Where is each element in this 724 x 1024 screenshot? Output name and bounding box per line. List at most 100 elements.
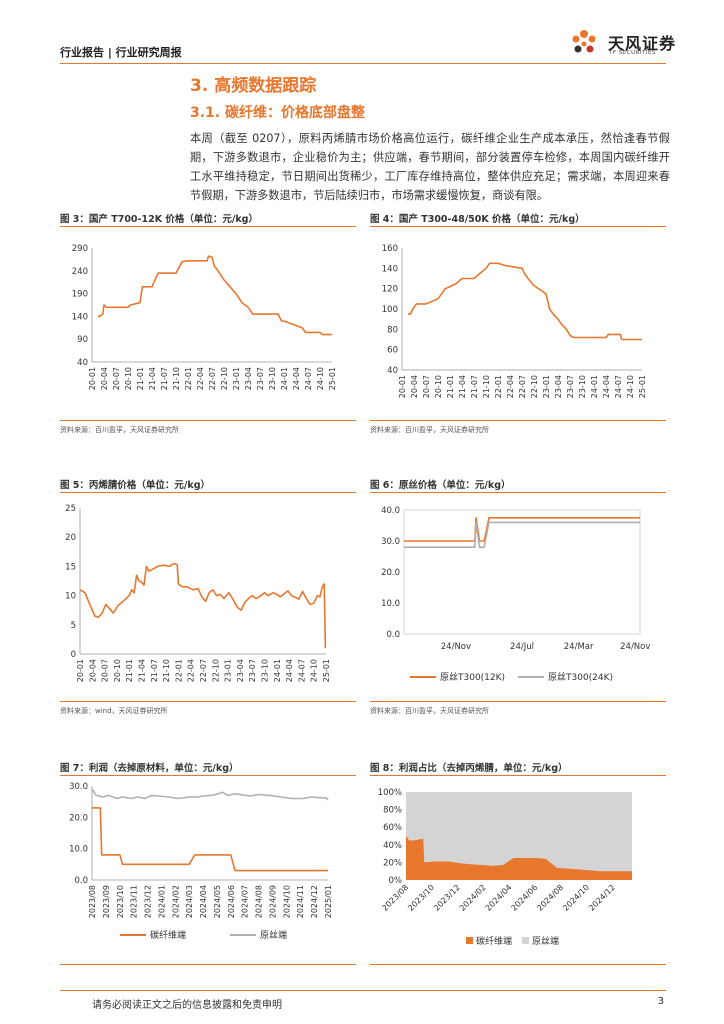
x-tick-label: 24-10 (310, 659, 319, 682)
figure-5-top-rule (60, 492, 356, 493)
x-tick-label: 23-10 (268, 367, 277, 390)
x-tick-label: 20-07 (101, 659, 110, 682)
x-tick-label: 2024/01 (157, 885, 166, 918)
x-tick-label: 2024/03 (185, 885, 194, 918)
x-tick-label: 23-01 (542, 375, 551, 398)
plot-frame (403, 509, 641, 635)
x-tick-label: 24-04 (602, 375, 611, 398)
x-tick-label: 24-01 (590, 375, 599, 398)
y-tick-label: 190 (72, 290, 88, 300)
x-tick-label: 22-07 (199, 659, 208, 682)
x-tick-label: 20-01 (88, 367, 97, 390)
x-tick-label: 2024/02 (171, 885, 180, 918)
series-line-2 (404, 521, 640, 548)
x-tick-label: 21-07 (160, 367, 169, 390)
x-tick-label: 2024/10 (561, 883, 591, 913)
x-tick-label: 21-01 (125, 659, 134, 682)
x-tick-label: 2024/04 (484, 883, 514, 913)
x-tick-label: 23-04 (554, 375, 563, 398)
area-series-orange (406, 836, 632, 880)
y-tick-label: 140 (72, 312, 88, 322)
x-tick-label: 22-07 (518, 375, 527, 398)
x-tick-label: 24-10 (626, 375, 635, 398)
y-tick-label: 25 (65, 504, 76, 514)
figure-3-title: 图 3：国产 T700-12K 价格（单位：元/kg） (60, 214, 258, 225)
x-tick-label: 20-07 (112, 367, 121, 390)
y-tick-label: 240 (72, 267, 88, 277)
x-tick-label: 24-04 (285, 659, 294, 682)
x-tick-label: 20-04 (88, 659, 97, 682)
x-tick-label: 2024/07 (241, 885, 250, 918)
x-tick-label: 2024/02 (458, 883, 488, 913)
y-tick-label: 60 (387, 346, 398, 356)
x-tick-label: 21-10 (162, 659, 171, 682)
x-tick-label: 21-10 (172, 367, 181, 390)
x-tick-label: 20-10 (113, 659, 122, 682)
x-tick-label: 21-04 (138, 659, 147, 682)
legend-label-2: 原丝T300(24K) (548, 671, 613, 683)
y-tick-label: 40 (77, 358, 88, 368)
logo-subtitle: TF SECURITIES (609, 50, 656, 56)
x-tick-label: 2024/06 (227, 885, 236, 918)
y-tick-label: 80% (383, 806, 402, 816)
figure-5-bottom-rule (60, 701, 356, 702)
x-tick-label: 22-01 (494, 375, 503, 398)
x-tick-label: 25-01 (638, 375, 647, 398)
y-tick-label: 5 (71, 621, 76, 631)
x-tick-label: 2024/10 (282, 885, 291, 918)
figure-7-chart: 0.0 10.0 20.0 30.0 2023/08 2023/09 2023/10 2023… (69, 782, 333, 941)
y-tick-label: 0% (389, 876, 403, 886)
x-tick-label: 24-07 (297, 659, 306, 682)
y-tick-label: 10 (65, 592, 76, 602)
y-tick-label: 15 (65, 562, 76, 572)
x-tick-label: 24-01 (280, 367, 289, 390)
figure-8-bottom-rule (370, 964, 666, 965)
series-line-1 (79, 562, 327, 649)
x-tick-label: 23-04 (244, 367, 253, 390)
legend-label-2: 原丝端 (260, 929, 287, 941)
x-tick-label: 2024/05 (213, 885, 222, 918)
x-tick-label: 2023/08 (380, 883, 410, 913)
x-tick-label: 24-04 (292, 367, 301, 390)
x-tick-label: 21-07 (470, 375, 479, 398)
x-tick-label: 2023/12 (144, 885, 153, 918)
legend-swatch-2 (522, 937, 529, 944)
figure-3-bottom-rule (60, 420, 356, 421)
x-tick-label: 2024/06 (510, 883, 540, 913)
y-tick-label: 30.0 (69, 782, 88, 792)
figure-8-chart: 0%20%40%60%80%100%2023/082023/102023/122… (378, 788, 632, 947)
x-tick-label: 22-04 (506, 375, 515, 398)
series-line-1 (92, 807, 328, 872)
x-tick-label: 25-01 (322, 659, 331, 682)
x-tick-label: 23-07 (256, 367, 265, 390)
x-tick-label: 2023/12 (432, 883, 462, 913)
logo-text: 天风证券 (608, 34, 677, 53)
y-tick-label: 80 (387, 325, 398, 335)
x-tick-label: 2024/12 (587, 883, 617, 913)
x-tick-label: 25-01 (328, 367, 337, 390)
x-tick-label: 22-10 (220, 367, 229, 390)
figure-6-title: 图 6：原丝价格（单位：元/kg） (370, 480, 511, 491)
x-tick-label: 24-10 (316, 367, 325, 390)
x-tick-label: 23-07 (566, 375, 575, 398)
x-tick-label: 24/Nov (620, 642, 650, 652)
x-tick-label: 20-10 (434, 375, 443, 398)
x-tick-label: 2023/10 (116, 885, 125, 918)
x-tick-label: 20-01 (398, 375, 407, 398)
x-tick-label: 24-07 (614, 375, 623, 398)
x-tick-label: 22-10 (530, 375, 539, 398)
header-divider (60, 63, 666, 64)
y-tick-label: 0 (71, 650, 76, 660)
y-tick-label: 40.0 (381, 506, 400, 516)
y-tick-label: 30.0 (381, 537, 400, 547)
body-paragraph: 本周（截至 0207），原料丙烯腈市场价格高位运行，碳纤维企业生产成本承压，然恰… (190, 132, 670, 202)
x-tick-label: 23-04 (236, 659, 245, 682)
y-tick-label: 120 (382, 285, 398, 295)
x-tick-label: 21-10 (482, 375, 491, 398)
series-line-2 (91, 788, 329, 801)
x-tick-label: 2023/08 (88, 885, 97, 918)
y-tick-label: 20.0 (381, 568, 400, 578)
series-line-1 (408, 262, 642, 341)
x-tick-label: 22-04 (187, 659, 196, 682)
